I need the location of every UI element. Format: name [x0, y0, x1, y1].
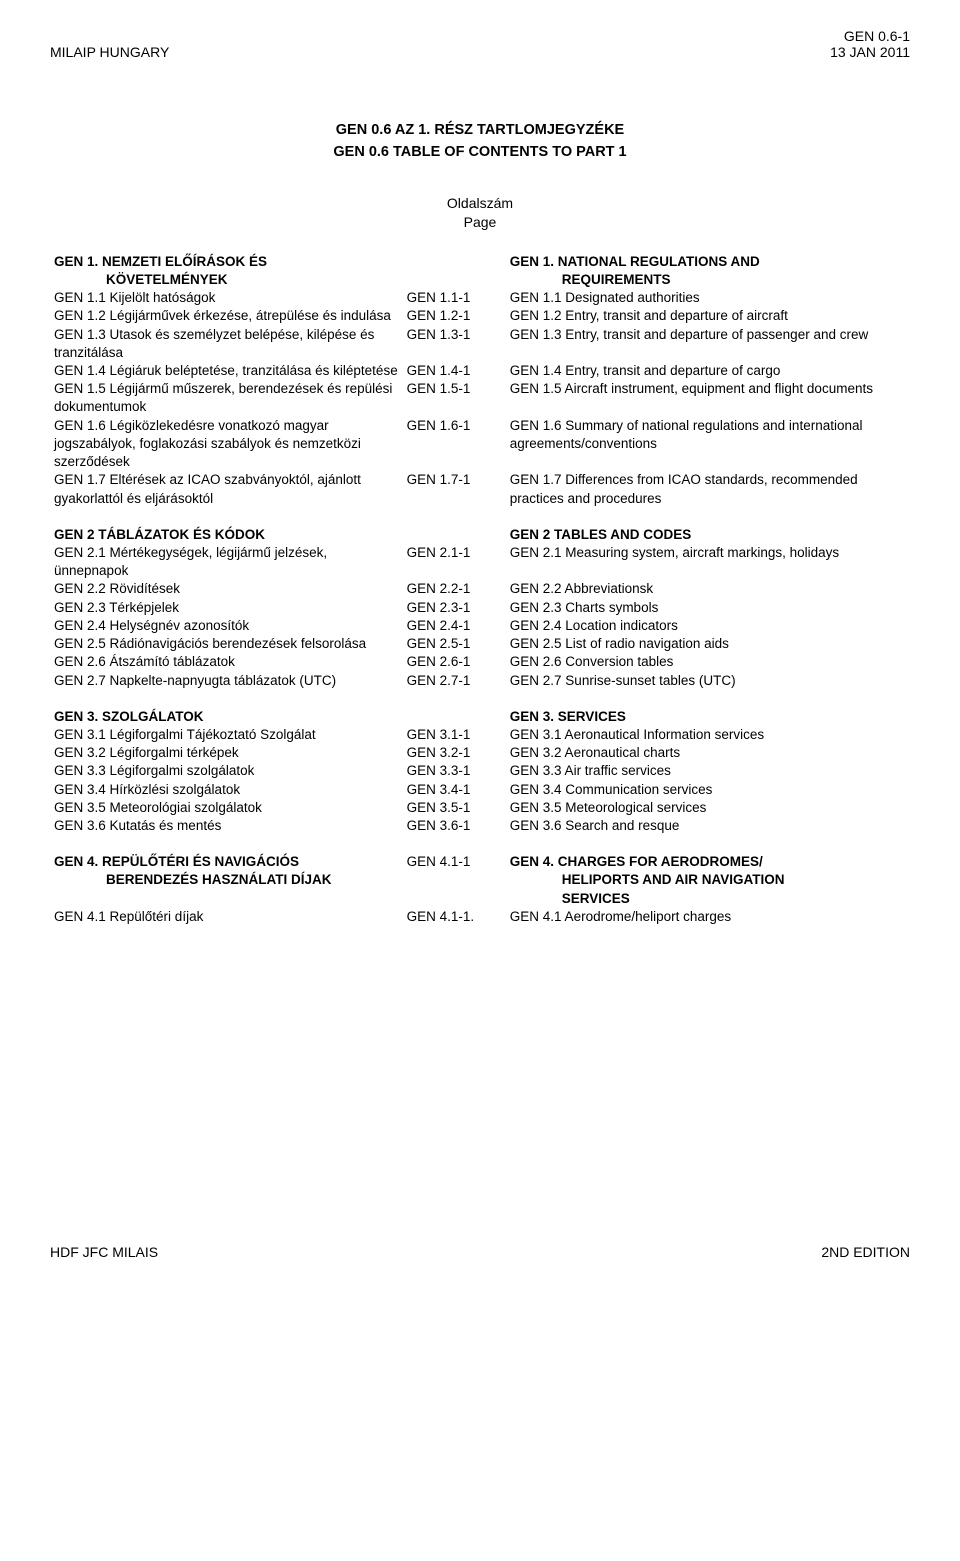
- page-footer: HDF JFC MILAIS 2ND EDITION: [0, 1244, 960, 1288]
- header-date: 13 JAN 2011: [830, 44, 910, 60]
- table-row: GEN 3.4 Hírközlési szolgálatokGEN 3.4-1G…: [50, 781, 910, 799]
- section-heading-row: GEN 3. SZOLGÁLATOK GEN 3. SERVICES: [50, 708, 910, 726]
- table-row: GEN 2.1 Mértékegységek, légijármű jelzés…: [50, 544, 910, 580]
- toc-section-3: GEN 3. SZOLGÁLATOK GEN 3. SERVICES GEN 3…: [50, 708, 910, 836]
- section-heading-right: GEN 4. CHARGES FOR AERODROMES/ HELIPORTS…: [506, 853, 910, 908]
- table-row: GEN 3.5 Meteorológiai szolgálatokGEN 3.5…: [50, 799, 910, 817]
- table-row: GEN 1.6 Légiközlekedésre vonatkozó magya…: [50, 417, 910, 472]
- table-row: GEN 1.4 Légiáruk beléptetése, tranzitálá…: [50, 362, 910, 380]
- section-heading-row: GEN 2 TÁBLÁZATOK ÉS KÓDOK GEN 2 TABLES A…: [50, 526, 910, 544]
- section-heading-left: GEN 2 TÁBLÁZATOK ÉS KÓDOK: [50, 526, 403, 544]
- table-row: GEN 1.3 Utasok és személyzet belépése, k…: [50, 326, 910, 362]
- table-row: GEN 1.5 Légijármű műszerek, berendezések…: [50, 380, 910, 416]
- table-row: GEN 1.7 Eltérések az ICAO szabványoktól,…: [50, 471, 910, 507]
- section-heading-right: GEN 3. SERVICES: [506, 708, 910, 726]
- column-subhead: Oldalszám Page: [50, 194, 910, 233]
- table-row: GEN 1.2 Légijárművek érkezése, átrepülés…: [50, 307, 910, 325]
- section-heading-right: GEN 1. NATIONAL REGULATIONS AND REQUIREM…: [506, 253, 910, 289]
- section-heading-mid: GEN 4.1-1: [403, 853, 506, 908]
- subhead-line-2: Page: [50, 213, 910, 233]
- header-doc-ref: GEN 0.6-1: [830, 28, 910, 44]
- table-row: GEN 2.3 TérképjelekGEN 2.3-1GEN 2.3 Char…: [50, 599, 910, 617]
- header-left: MILAIP HUNGARY: [50, 28, 169, 60]
- section-heading-row: GEN 1. NEMZETI ELŐÍRÁSOK ÉS KÖVETELMÉNYE…: [50, 253, 910, 289]
- subhead-line-1: Oldalszám: [50, 194, 910, 214]
- table-row: GEN 2.2 RövidítésekGEN 2.2-1GEN 2.2 Abbr…: [50, 580, 910, 598]
- toc-section-2: GEN 2 TÁBLÁZATOK ÉS KÓDOK GEN 2 TABLES A…: [50, 526, 910, 690]
- section-heading-left: GEN 1. NEMZETI ELŐÍRÁSOK ÉS KÖVETELMÉNYE…: [50, 253, 403, 289]
- toc-section-1: GEN 1. NEMZETI ELŐÍRÁSOK ÉS KÖVETELMÉNYE…: [50, 253, 910, 508]
- section-heading-right: GEN 2 TABLES AND CODES: [506, 526, 910, 544]
- toc-section-4: GEN 4. REPÜLŐTÉRI ÉS NAVIGÁCIÓS BERENDEZ…: [50, 853, 910, 926]
- table-row: GEN 2.6 Átszámító táblázatokGEN 2.6-1GEN…: [50, 653, 910, 671]
- footer-left: HDF JFC MILAIS: [50, 1244, 158, 1260]
- table-row: GEN 4.1 Repülőtéri díjakGEN 4.1-1.GEN 4.…: [50, 908, 910, 926]
- document-title: GEN 0.6 AZ 1. RÉSZ TARTLOMJEGYZÉKE GEN 0…: [50, 120, 910, 164]
- table-row: GEN 2.4 Helységnév azonosítókGEN 2.4-1GE…: [50, 617, 910, 635]
- section-heading-mid: [403, 253, 506, 289]
- table-row: GEN 3.3 Légiforgalmi szolgálatokGEN 3.3-…: [50, 762, 910, 780]
- table-row: GEN 2.5 Rádiónavigációs berendezések fel…: [50, 635, 910, 653]
- table-row: GEN 1.1 Kijelölt hatóságokGEN 1.1-1GEN 1…: [50, 289, 910, 307]
- title-line-1: GEN 0.6 AZ 1. RÉSZ TARTLOMJEGYZÉKE: [50, 120, 910, 142]
- section-heading-left: GEN 3. SZOLGÁLATOK: [50, 708, 403, 726]
- section-heading-left: GEN 4. REPÜLŐTÉRI ÉS NAVIGÁCIÓS BERENDEZ…: [50, 853, 403, 908]
- table-row: GEN 2.7 Napkelte-napnyugta táblázatok (U…: [50, 672, 910, 690]
- header-right: GEN 0.6-1 13 JAN 2011: [830, 28, 910, 60]
- footer-right: 2ND EDITION: [821, 1244, 910, 1260]
- page: MILAIP HUNGARY GEN 0.6-1 13 JAN 2011 GEN…: [0, 0, 960, 984]
- table-row: GEN 3.1 Légiforgalmi Tájékoztató Szolgál…: [50, 726, 910, 744]
- table-row: GEN 3.6 Kutatás és mentésGEN 3.6-1GEN 3.…: [50, 817, 910, 835]
- title-line-2: GEN 0.6 TABLE OF CONTENTS TO PART 1: [50, 142, 910, 164]
- section-heading-row: GEN 4. REPÜLŐTÉRI ÉS NAVIGÁCIÓS BERENDEZ…: [50, 853, 910, 908]
- table-row: GEN 3.2 Légiforgalmi térképekGEN 3.2-1GE…: [50, 744, 910, 762]
- page-header: MILAIP HUNGARY GEN 0.6-1 13 JAN 2011: [50, 28, 910, 60]
